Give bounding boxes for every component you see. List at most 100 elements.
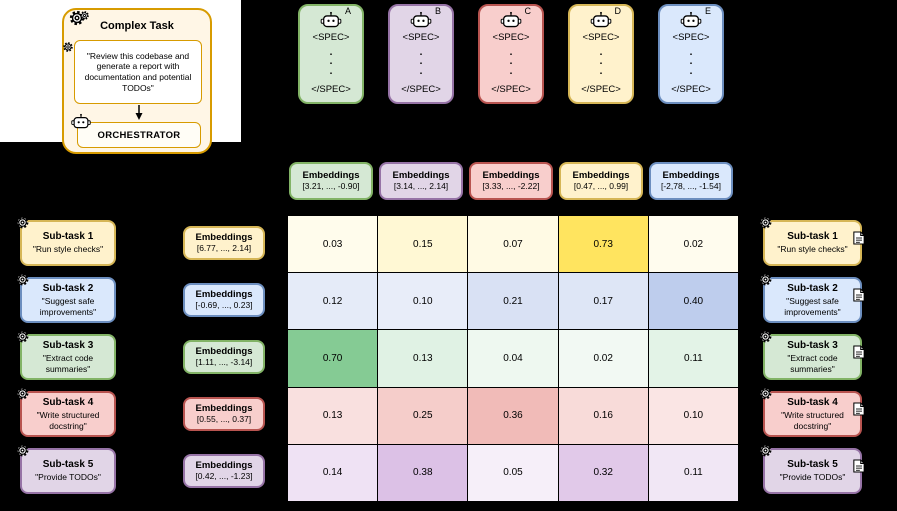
document-icon <box>853 231 865 245</box>
robot-icon: C <box>500 7 531 29</box>
spec-open-text: <SPEC> <box>402 32 440 43</box>
subtask-description: "Suggest safe improvements" <box>784 296 841 317</box>
spec-close-text: </SPEC> <box>311 84 351 95</box>
gear-icon <box>758 272 773 287</box>
subtask-description: "Extract code summaries" <box>787 353 838 374</box>
matrix-cell-r4c4: 0.16 <box>558 387 648 444</box>
subtask-box-right-3: Sub-task 3 "Extract code summaries" <box>759 330 865 380</box>
spec-open-text: <SPEC> <box>672 32 710 43</box>
subtask-title: Sub-task 3 <box>42 340 94 352</box>
subtask-title: Sub-task 2 <box>42 283 94 295</box>
dot: . <box>509 46 513 58</box>
subtask-description: "Provide TODOs" <box>35 472 101 483</box>
row-embedding-box-3: Embeddings [1.11, ..., -3.14] <box>183 340 265 374</box>
dot: . <box>329 65 333 77</box>
matrix-cell-r3c4: 0.02 <box>558 330 648 387</box>
similarity-matrix: 0.03 0.15 0.07 0.73 0.02 0.12 0.10 0.21 0.17 0.40… <box>287 215 739 502</box>
embeddings-vector: [6.77, ..., 2.14] <box>196 243 252 254</box>
robot-icon <box>71 113 91 133</box>
down-arrow-icon <box>134 105 144 125</box>
column-embedding-box-1: Embeddings [3.21, ..., -0.90] <box>289 162 373 200</box>
subtask-box-right-5: Sub-task 5 "Provide TODOs" <box>759 444 865 494</box>
subtask-box-left-3: Sub-task 3 "Extract code summaries" <box>16 330 116 380</box>
subtask-title: Sub-task 5 <box>42 459 94 471</box>
matrix-cell-r2c4: 0.17 <box>558 273 648 330</box>
embeddings-vector: [-0.69, ..., 0.23] <box>195 300 253 311</box>
dot: . <box>509 65 513 77</box>
subtask-box-right-1: Sub-task 1 "Run style checks" <box>759 216 865 266</box>
agent-box-D: D <SPEC>... </SPEC> <box>568 4 634 104</box>
subtask-description: "Run style checks" <box>32 244 104 255</box>
embeddings-label: Embeddings <box>195 345 253 357</box>
dot: . <box>419 56 423 67</box>
embeddings-vector: [3.14, ..., 2.14] <box>393 181 449 192</box>
column-embedding-box-3: Embeddings [3.33, ..., -2.22] <box>469 162 553 200</box>
dot: . <box>689 46 693 58</box>
spec-close-text: </SPEC> <box>671 84 711 95</box>
agent-box-A: A <SPEC>... </SPEC> <box>298 4 364 104</box>
spec-close-text: </SPEC> <box>401 84 441 95</box>
embeddings-vector: [3.33, ..., -2.22] <box>482 181 540 192</box>
spec-dots: ... <box>510 43 513 81</box>
matrix-cell-r1c3: 0.07 <box>468 216 558 273</box>
matrix-cell-r1c5: 0.02 <box>648 216 738 273</box>
dot: . <box>599 46 603 58</box>
gear-icon <box>758 386 773 401</box>
robot-icon: B <box>410 7 441 29</box>
spec-dots: ... <box>600 43 603 81</box>
embeddings-label: Embeddings <box>482 169 540 181</box>
matrix-cell-r3c1: 0.70 <box>288 330 378 387</box>
embeddings-vector: [1.11, ..., -3.14] <box>195 357 253 368</box>
row-embedding-box-5: Embeddings [0.42, ..., -1.23] <box>183 454 265 488</box>
embeddings-label: Embeddings <box>302 169 360 181</box>
matrix-cell-r5c4: 0.32 <box>558 444 648 501</box>
spec-close-text: </SPEC> <box>581 84 621 95</box>
spec-open-text: <SPEC> <box>582 32 620 43</box>
matrix-cell-r2c3: 0.21 <box>468 273 558 330</box>
agent-letter: A <box>344 6 351 16</box>
embeddings-label: Embeddings <box>195 231 253 243</box>
dot: . <box>419 46 423 58</box>
subtask-box-right-4: Sub-task 4 "Write structured docstring" <box>759 387 865 437</box>
matrix-cell-r2c5: 0.40 <box>648 273 738 330</box>
dot: . <box>329 56 333 67</box>
embeddings-vector: [3.21, ..., -0.90] <box>302 181 360 192</box>
embeddings-label: Embeddings <box>662 169 720 181</box>
gear-icon <box>62 40 74 58</box>
embeddings-vector: [0.47, ..., 0.99] <box>573 181 629 192</box>
subtask-title: Sub-task 4 <box>787 397 838 409</box>
gears-icon <box>68 9 97 32</box>
agent-letter: C <box>524 6 532 16</box>
matrix-cell-r3c2: 0.13 <box>378 330 468 387</box>
robot-icon: D <box>590 7 621 29</box>
dot: . <box>509 56 513 67</box>
subtask-title: Sub-task 5 <box>787 459 838 471</box>
spec-dots: ... <box>330 43 333 81</box>
dot: . <box>419 65 423 77</box>
matrix-cell-r1c4: 0.73 <box>558 216 648 273</box>
robot-icon: A <box>320 7 351 29</box>
document-icon <box>853 402 865 416</box>
subtask-description: "Write structured docstring" <box>36 410 100 431</box>
subtask-description: "Suggest safe improvements" <box>39 296 97 317</box>
row-embedding-box-2: Embeddings [-0.69, ..., 0.23] <box>183 283 265 317</box>
subtask-description: "Extract code summaries" <box>42 353 94 374</box>
dot: . <box>329 46 333 58</box>
gear-icon <box>15 386 30 401</box>
row-embedding-box-4: Embeddings [0.55, ..., 0.37] <box>183 397 265 431</box>
gear-icon <box>15 443 30 458</box>
agent-letter: B <box>434 6 441 16</box>
agent-box-C: C <SPEC>... </SPEC> <box>478 4 544 104</box>
complex-task-container: Complex Task "Review this codebase and g… <box>62 8 212 154</box>
subtask-description: "Provide TODOs" <box>779 472 846 483</box>
subtask-title: Sub-task 3 <box>787 340 838 352</box>
spec-dots: ... <box>690 43 693 81</box>
subtask-box-left-5: Sub-task 5 "Provide TODOs" <box>16 444 116 494</box>
embeddings-label: Embeddings <box>195 402 253 414</box>
gear-icon <box>15 272 30 287</box>
subtask-description: "Write structured docstring" <box>781 410 844 431</box>
spec-close-text: </SPEC> <box>491 84 531 95</box>
embeddings-vector: [0.42, ..., -1.23] <box>195 471 253 482</box>
orchestrator-box: ORCHESTRATOR <box>71 113 201 148</box>
matrix-cell-r4c3: 0.36 <box>468 387 558 444</box>
